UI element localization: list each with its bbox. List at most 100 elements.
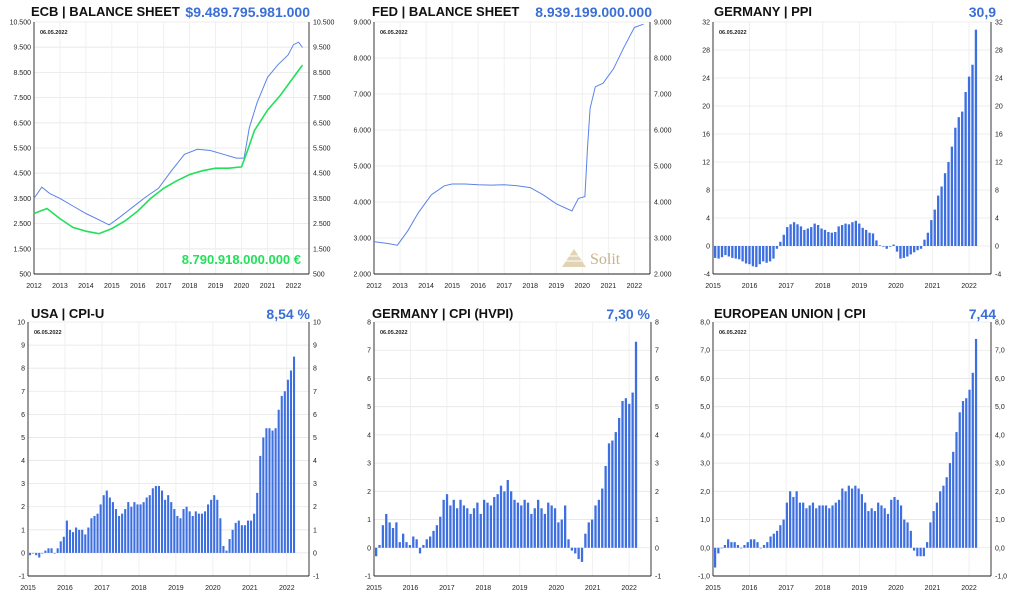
bar bbox=[466, 508, 469, 548]
bar bbox=[782, 234, 785, 246]
bar bbox=[808, 505, 811, 548]
bar bbox=[207, 504, 210, 553]
y-tick-label: 6 bbox=[21, 412, 25, 419]
date-label: 06.05.2022 bbox=[380, 30, 408, 36]
bar bbox=[895, 246, 899, 252]
x-tick-label: 2012 bbox=[26, 283, 42, 290]
bar bbox=[628, 403, 631, 548]
bar bbox=[720, 547, 723, 549]
bar bbox=[617, 417, 621, 548]
bar bbox=[611, 440, 614, 548]
bar bbox=[967, 76, 971, 246]
y-tick-label: -1 bbox=[19, 574, 25, 581]
y-tick-label-right: 2.500 bbox=[313, 221, 331, 228]
x-tick-label: 2018 bbox=[131, 585, 147, 592]
x-tick-label: 2022 bbox=[279, 585, 295, 592]
bar bbox=[880, 505, 883, 548]
y-tick-label-right: 4 bbox=[313, 458, 317, 465]
bar bbox=[631, 392, 634, 548]
bar bbox=[727, 539, 730, 548]
bar bbox=[203, 511, 207, 553]
bar bbox=[939, 491, 942, 548]
bar bbox=[968, 389, 971, 548]
y-tick-label-right: 7 bbox=[313, 389, 317, 396]
y-tick-label: 3 bbox=[367, 461, 371, 468]
bar bbox=[44, 550, 47, 553]
bar bbox=[543, 513, 547, 548]
chart-title: GERMANY | PPI bbox=[714, 4, 813, 19]
bar bbox=[741, 246, 744, 262]
bar bbox=[604, 465, 607, 548]
bar bbox=[587, 522, 590, 548]
bar bbox=[53, 552, 56, 554]
chart-title: USA | CPI-U bbox=[31, 306, 105, 321]
chart-svg: -1 -1 0 0 1 1 2 2 3 3 4 4 5 5 6 6 7 7 8 8 2015 2016 2017 2018 20… bbox=[365, 320, 662, 593]
bar bbox=[173, 509, 176, 553]
y-tick-label-right: 9.500 bbox=[313, 45, 331, 52]
bar bbox=[99, 504, 102, 553]
x-tick-label: 2022 bbox=[627, 283, 643, 290]
bar bbox=[751, 246, 755, 267]
bar bbox=[714, 246, 717, 258]
x-tick-label: 2017 bbox=[94, 585, 110, 592]
bar bbox=[59, 541, 62, 553]
bar bbox=[765, 246, 768, 263]
bar bbox=[792, 496, 795, 548]
x-tick-label: 2022 bbox=[286, 283, 302, 290]
pyramid-icon bbox=[562, 249, 586, 267]
x-tick-label: 2019 bbox=[852, 585, 868, 592]
y-tick-label-right: 6,0 bbox=[995, 376, 1005, 383]
bar bbox=[899, 505, 903, 548]
bar bbox=[412, 536, 415, 548]
bar bbox=[795, 491, 798, 548]
y-tick-label-right: 5 bbox=[313, 435, 317, 442]
bar bbox=[81, 529, 84, 553]
bar bbox=[947, 162, 950, 246]
bar bbox=[912, 547, 916, 551]
bar bbox=[875, 240, 878, 246]
bar bbox=[886, 513, 890, 548]
bar bbox=[954, 127, 957, 246]
bar bbox=[786, 227, 789, 246]
x-tick-label: 2021 bbox=[925, 585, 941, 592]
bar bbox=[744, 246, 748, 264]
y-tick-label: 8 bbox=[367, 320, 371, 327]
y-tick-label: 9 bbox=[21, 343, 25, 350]
date-label: 06.05.2022 bbox=[380, 330, 408, 336]
y-tick-label-right: 4.500 bbox=[313, 171, 331, 178]
headline-value: 8,54 % bbox=[266, 306, 310, 322]
y-tick-label: 3.500 bbox=[13, 196, 31, 203]
x-tick-label: 2015 bbox=[705, 283, 721, 290]
bar bbox=[971, 64, 974, 246]
watermark-text: Solit bbox=[590, 251, 621, 268]
bar bbox=[375, 547, 378, 557]
headline-value: 8.939.199.000.000 bbox=[535, 4, 652, 20]
bar bbox=[259, 455, 262, 553]
bar bbox=[926, 232, 930, 246]
y-tick-label: 7.500 bbox=[13, 95, 31, 102]
bar bbox=[958, 412, 961, 548]
bar bbox=[727, 246, 731, 257]
y-tick-label-right: 5,0 bbox=[995, 404, 1005, 411]
bar bbox=[225, 550, 228, 553]
x-tick-label: 2020 bbox=[234, 283, 250, 290]
bar bbox=[840, 225, 844, 246]
y-tick-label-right: 1.500 bbox=[313, 246, 331, 253]
x-tick-label: 2020 bbox=[575, 283, 591, 290]
bar bbox=[90, 518, 93, 553]
bar bbox=[580, 547, 584, 562]
bar bbox=[899, 246, 902, 259]
bar bbox=[850, 488, 854, 548]
bar bbox=[798, 502, 802, 548]
y-tick-label: 0 bbox=[21, 550, 25, 557]
bar bbox=[151, 488, 154, 553]
headline-value: 7,44 bbox=[968, 306, 996, 322]
bar bbox=[834, 232, 837, 246]
date-label: 06.05.2022 bbox=[719, 330, 747, 336]
bar bbox=[854, 220, 858, 246]
bar bbox=[877, 502, 880, 548]
chart-title: FED | BALANCE SHEET bbox=[372, 4, 520, 19]
bar bbox=[35, 552, 38, 556]
bar bbox=[942, 485, 945, 548]
y-tick-label-right: 4,0 bbox=[995, 432, 1005, 439]
